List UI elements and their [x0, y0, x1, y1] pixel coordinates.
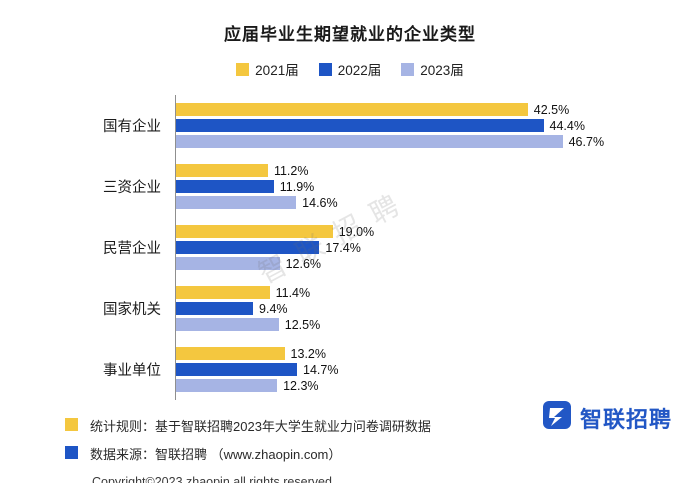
zhaopin-logo-icon — [542, 400, 572, 435]
bar-row: 9.4% — [175, 301, 680, 316]
legend-item-2023届: 2023届 — [401, 59, 464, 79]
footnote-row: 数据来源：智联招聘 （www.zhaopin.com） — [65, 444, 700, 463]
bar-value-label: 17.4% — [325, 240, 361, 255]
bar-2022届 — [175, 119, 544, 132]
bar-2021届 — [175, 225, 333, 238]
bar-row: 12.6% — [175, 256, 680, 271]
bar-2021届 — [175, 286, 270, 299]
chart-row: 民营企业 19.0% 17.4% 12.6% — [60, 217, 680, 278]
bar-2022届 — [175, 302, 254, 315]
zhaopin-logo: 智联招聘 — [542, 400, 672, 435]
bar-2023届 — [175, 379, 278, 392]
bar-row: 14.6% — [175, 195, 680, 210]
bar-row: 11.9% — [175, 179, 680, 194]
bar-2022届 — [175, 363, 297, 376]
bar-value-label: 9.4% — [259, 301, 288, 316]
bar-row: 19.0% — [175, 224, 680, 239]
footnotes: 统计规则：基于智联招聘2023年大学生就业力问卷调研数据 数据来源：智联招聘 （w… — [65, 416, 700, 463]
bar-row: 13.2% — [175, 346, 680, 361]
bar-value-label: 42.5% — [533, 102, 570, 117]
footnote-swatch-icon — [65, 418, 78, 431]
bar-value-label: 14.7% — [303, 362, 339, 377]
bar-value-label: 13.2% — [290, 346, 326, 361]
bar-row: 44.4% — [175, 118, 680, 133]
bar-group: 13.2% 14.7% 12.3% — [175, 345, 680, 394]
bar-value-label: 44.4% — [549, 118, 585, 133]
bar-row: 42.5% — [175, 102, 680, 117]
bar-2023届 — [175, 196, 297, 209]
legend-swatch-icon — [401, 62, 415, 76]
zhaopin-logo-text: 智联招聘 — [579, 406, 672, 432]
footnote-text: 数据来源：智联招聘 （www.zhaopin.com） — [90, 447, 342, 462]
bar-chart: 国有企业 42.5% 44.4% 46.7% 三资企业 11.2% 11.9% 14.6% 民营… — [60, 95, 680, 400]
bar-row: 12.5% — [175, 317, 680, 332]
legend-label: 2023届 — [420, 63, 464, 78]
bar-value-label: 46.7% — [568, 134, 605, 149]
footnote-row: 统计规则：基于智联招聘2023年大学生就业力问卷调研数据 — [65, 416, 700, 435]
bar-group: 11.2% 11.9% 14.6% — [175, 162, 680, 211]
bar-2023届 — [175, 318, 279, 331]
category-label: 事业单位 — [103, 363, 161, 379]
bar-row: 46.7% — [175, 134, 680, 149]
chart-rows: 国有企业 42.5% 44.4% 46.7% 三资企业 11.2% 11.9% 14.6% 民营… — [60, 95, 680, 400]
footnote-text: 统计规则：基于智联招聘2023年大学生就业力问卷调研数据 — [90, 419, 431, 434]
bar-value-label: 11.9% — [279, 179, 315, 194]
chart-row: 国有企业 42.5% 44.4% 46.7% — [60, 95, 680, 156]
footnote-swatch-icon — [65, 446, 78, 459]
legend-label: 2021届 — [255, 63, 299, 78]
footer: 统计规则：基于智联招聘2023年大学生就业力问卷调研数据 数据来源：智联招聘 （w… — [65, 416, 700, 483]
bar-2021届 — [175, 103, 528, 116]
bar-value-label: 11.4% — [275, 285, 311, 300]
legend-swatch-icon — [318, 62, 332, 76]
legend-swatch-icon — [236, 62, 250, 76]
chart-title: 应届毕业生期望就业的企业类型 — [224, 25, 476, 44]
legend-item-2022届: 2022届 — [318, 59, 382, 79]
category-label: 三资企业 — [103, 180, 161, 196]
bar-row: 11.2% — [175, 163, 680, 178]
bar-group: 42.5% 44.4% 46.7% — [175, 101, 680, 150]
category-label: 国有企业 — [103, 119, 161, 135]
bar-row: 14.7% — [175, 362, 680, 377]
bar-value-label: 12.6% — [285, 256, 322, 271]
bar-group: 11.4% 9.4% 12.5% — [175, 284, 680, 333]
legend: 2021届 2022届 2023届 — [0, 59, 700, 79]
bar-value-label: 12.5% — [284, 317, 321, 332]
legend-item-2021届: 2021届 — [236, 59, 299, 79]
chart-row: 国家机关 11.4% 9.4% 12.5% — [60, 278, 680, 339]
bar-2021届 — [175, 164, 268, 177]
bar-row: 12.3% — [175, 378, 680, 393]
bar-value-label: 19.0% — [338, 224, 375, 239]
bar-2023届 — [175, 257, 280, 270]
bar-row: 11.4% — [175, 285, 680, 300]
y-axis-line — [175, 95, 176, 400]
legend-label: 2022届 — [337, 63, 382, 78]
bar-value-label: 11.2% — [273, 163, 309, 178]
chart-row: 事业单位 13.2% 14.7% 12.3% — [60, 339, 680, 400]
category-label: 国家机关 — [103, 302, 161, 318]
category-label: 民营企业 — [103, 241, 161, 257]
bar-group: 19.0% 17.4% 12.6% — [175, 223, 680, 272]
chart-row: 三资企业 11.2% 11.9% 14.6% — [60, 156, 680, 217]
copyright-text: Copyright©2023 zhaopin all rights reserv… — [92, 475, 332, 483]
bar-value-label: 12.3% — [283, 378, 319, 393]
bar-2021届 — [175, 347, 285, 360]
bar-2023届 — [175, 135, 563, 148]
bar-2022届 — [175, 241, 320, 254]
bar-row: 17.4% — [175, 240, 680, 255]
bar-2022届 — [175, 180, 274, 193]
bar-value-label: 14.6% — [302, 195, 338, 210]
